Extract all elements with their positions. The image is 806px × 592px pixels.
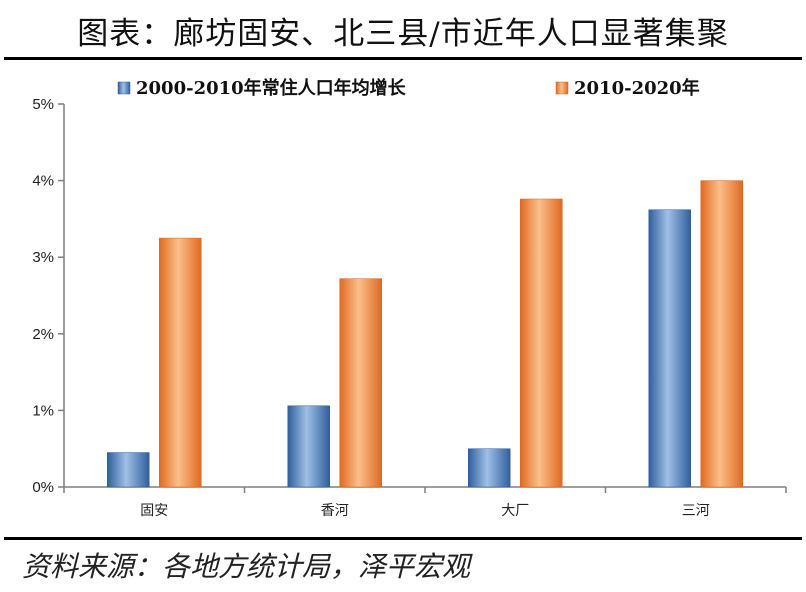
top-rule: [4, 57, 802, 60]
chart-title: 图表：廊坊固安、北三县/市近年人口显著集聚: [77, 16, 729, 52]
bar-series1-1: [287, 405, 330, 488]
bottom-rule: [4, 537, 802, 540]
y-tick-label: 2%: [32, 326, 54, 343]
bar-chart: 2000-2010年常住人口年均增长 2010-2020年 0% 1% 2% 3% 4% 5…: [32, 77, 787, 519]
bar-series1-3: [648, 209, 691, 488]
y-tick-label: 0%: [32, 479, 54, 496]
legend-swatch-2: [555, 81, 569, 95]
legend-label-2: 2010-2020年: [574, 77, 700, 99]
bar-series1-0: [107, 452, 150, 488]
bar-series2-3: [700, 180, 743, 488]
bar-series2-2: [520, 198, 563, 488]
bar-series2-0: [159, 237, 202, 488]
source-note: 资料来源：各地方统计局，泽平宏观: [22, 550, 471, 583]
legend-label-1: 2000-2010年常住人口年均增长: [136, 77, 407, 99]
x-category-label: 三河: [682, 503, 710, 519]
x-category-label: 香河: [321, 503, 349, 519]
legend-swatch-1: [117, 81, 131, 95]
y-tick-label: 5%: [32, 96, 54, 113]
y-tick-label: 4%: [32, 173, 54, 190]
y-tick-label: 1%: [32, 402, 54, 419]
bar-series2-1: [339, 278, 382, 488]
legend: 2000-2010年常住人口年均增长 2010-2020年: [117, 77, 700, 99]
x-category-label: 大厂: [501, 503, 529, 519]
y-tick-label: 3%: [32, 249, 54, 266]
bars: [107, 180, 743, 488]
bar-series1-2: [468, 448, 511, 488]
x-category-label: 固安: [140, 503, 168, 519]
